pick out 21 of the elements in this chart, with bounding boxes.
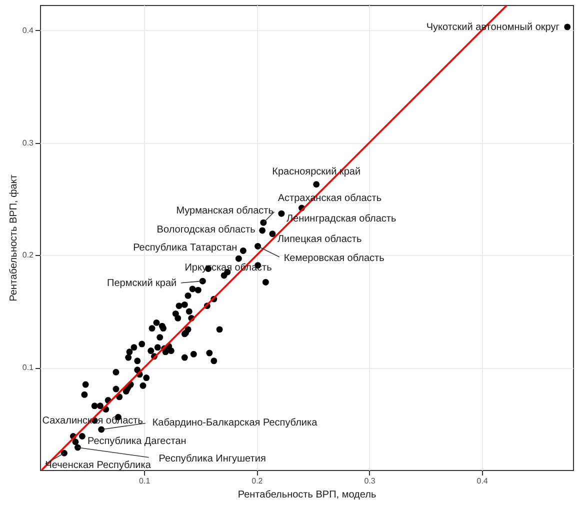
annotation: Кабардино-Балкарская Республика: [152, 418, 318, 429]
y-tick-label: 0.1: [22, 363, 34, 372]
x-tick-label: 0.3: [364, 476, 376, 486]
x-tick-label: 0.2: [252, 476, 264, 486]
annotation: Республика Ингушетия: [158, 454, 266, 465]
annotation: Мурманская область: [176, 206, 274, 217]
annotation: Пермский край: [107, 278, 177, 290]
y-tick-label: 0.3: [22, 138, 34, 148]
annotation: Чеченская Республика: [45, 460, 152, 472]
annotation: Кемеровская область: [284, 253, 384, 264]
annotation: Красноярский край: [272, 166, 361, 178]
annotation: Вологодская область: [156, 224, 256, 236]
x-tick-label: 0.1: [139, 476, 151, 486]
y-axis-title: Рентабельность ВРП, факт: [8, 174, 20, 302]
annotation: Республика Дагестан: [87, 436, 186, 447]
annotation: Липецкая область: [277, 234, 362, 245]
annotation: Республика Татарстан: [133, 242, 238, 254]
x-tick-label: 0.4: [476, 476, 488, 486]
y-tick-label: 0.4: [22, 26, 34, 35]
y-tick-label: 0.2: [22, 250, 34, 260]
x-axis-title: Рентабельность ВРП, модель: [238, 490, 376, 500]
